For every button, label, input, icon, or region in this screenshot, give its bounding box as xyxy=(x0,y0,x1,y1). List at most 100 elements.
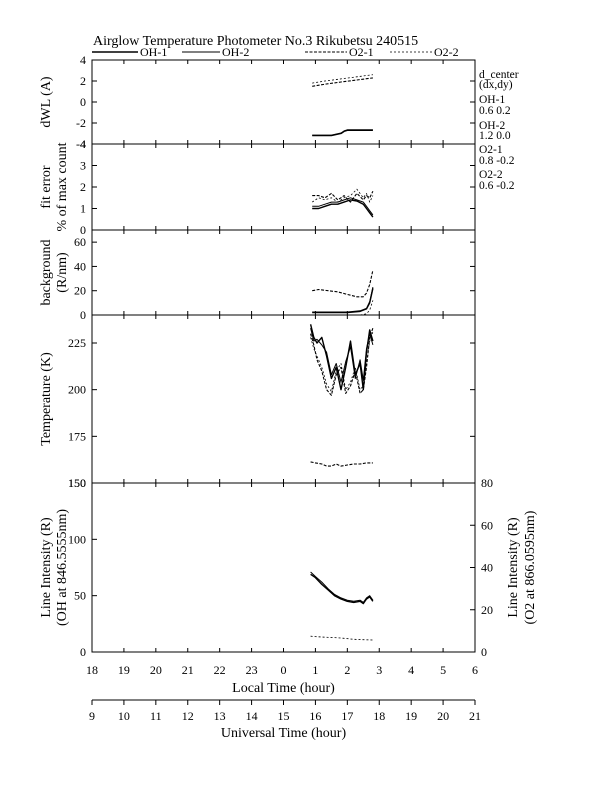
panel-frame xyxy=(91,59,476,145)
ut-tick-label: 20 xyxy=(437,709,449,723)
y-axis-label: fit error xyxy=(39,165,54,208)
chart-title: Airglow Temperature Photometer No.3 Riku… xyxy=(93,34,418,49)
y2-tick-label: 20 xyxy=(481,603,493,617)
y-axis-label: background xyxy=(39,239,54,305)
y-tick-label: 4 xyxy=(80,53,86,67)
ut-tick-label: 19 xyxy=(405,709,417,723)
lt-tick-label: 5 xyxy=(440,663,446,677)
lt-tick-label: 4 xyxy=(408,663,414,677)
panel-frame xyxy=(91,482,476,653)
series-line-o2-2 xyxy=(311,188,374,203)
ut-tick-label: 12 xyxy=(182,709,194,723)
y-axis-label: dWL (A) xyxy=(39,76,54,128)
y-tick-label: -4 xyxy=(76,137,86,151)
y-tick-label: 50 xyxy=(74,589,86,603)
y-axis-label: Temperature (K) xyxy=(39,352,54,446)
legend-label-o2-2: O2-2 xyxy=(434,45,459,59)
y-tick-label: 100 xyxy=(68,532,86,546)
d-center-note: d_center(dx,dy) OH-10.6 0.2 OH-21.2 0.0 O2-… xyxy=(479,69,519,192)
side-note-line: O2-1 xyxy=(479,144,503,156)
ut-tick-label: 18 xyxy=(373,709,385,723)
side-note-line: d_center xyxy=(479,69,519,81)
ut-tick-label: 13 xyxy=(214,709,226,723)
y-tick-label: 175 xyxy=(68,429,86,443)
lt-tick-label: 20 xyxy=(150,663,162,677)
y-tick-label: -2 xyxy=(76,116,86,130)
lt-tick-label: 2 xyxy=(344,663,350,677)
series-line-o2-1 xyxy=(312,77,373,87)
y2-tick-label: 40 xyxy=(481,561,493,575)
y-axis-label-sub: % of max count xyxy=(55,142,70,231)
panel-4: 150 175 200 225 Temperature (K) xyxy=(39,314,476,490)
y-tick-label: 0 xyxy=(80,223,86,237)
lt-tick-label: 19 xyxy=(118,663,130,677)
y-axis-label-sub: (R/nm) xyxy=(55,252,70,293)
y-tick-label: 40 xyxy=(74,259,86,273)
series-line-oh-2 xyxy=(312,286,374,313)
series-line-oh-2 xyxy=(312,197,374,216)
ut-tick-label: 14 xyxy=(246,709,258,723)
y2-tick-label: 0 xyxy=(481,645,487,659)
universal-time-axis-label: Universal Time (hour) xyxy=(221,726,347,741)
legend-label-oh-2: OH-2 xyxy=(222,45,249,59)
legend-label-oh-1: OH-1 xyxy=(140,45,167,59)
y-tick-label: 150 xyxy=(68,476,86,490)
series-line-oh-1 xyxy=(309,324,374,391)
y-tick-label: 0 xyxy=(80,95,86,109)
ut-tick-label: 15 xyxy=(278,709,290,723)
panels: -4 -2 0 2 4 dWL (A) 0 1 2 3 4 fit error% of max cou… xyxy=(39,53,538,659)
ut-tick-label: 9 xyxy=(89,709,95,723)
local-time-axis-label: Local Time (hour) xyxy=(232,681,335,696)
panel-frame xyxy=(91,314,476,484)
y-tick-label: 4 xyxy=(80,137,86,151)
legend: OH-1 OH-2 O2-1 O2-2 xyxy=(92,45,459,59)
side-note-line: OH-1 xyxy=(479,94,505,106)
side-note-line: OH-2 xyxy=(479,120,505,132)
lt-tick-label: 6 xyxy=(472,663,478,677)
y-tick-label: 60 xyxy=(74,235,86,249)
y-tick-label: 200 xyxy=(68,383,86,397)
side-note-line: 0.8 -0.2 xyxy=(479,155,515,167)
side-note-line: 0.6 0.2 xyxy=(479,105,511,117)
series-line-o2-2 xyxy=(312,74,373,84)
side-note-line: O2-2 xyxy=(479,169,503,181)
y-axis-label-sub: (OH at 846.5555nm) xyxy=(55,509,70,626)
legend-label-o2-1: O2-1 xyxy=(349,45,374,59)
lt-tick-label: 18 xyxy=(86,663,98,677)
lt-tick-label: 22 xyxy=(214,663,226,677)
lt-tick-label: 3 xyxy=(376,663,382,677)
y-tick-label: 225 xyxy=(68,336,86,350)
panel-5: 0 50 100 150 0 20 40 60 80 Line Intensity (R) (O2 … xyxy=(39,461,538,659)
panel-3: 0 20 40 60 background (R/nm) xyxy=(39,229,476,322)
panel-frame xyxy=(91,143,476,231)
panel-frame xyxy=(91,229,476,316)
series-line-o2-2 xyxy=(310,331,374,392)
series-line-oh-2 xyxy=(310,571,374,603)
series-line-oh-2 xyxy=(312,129,373,136)
series-line-o2-1 xyxy=(312,191,374,203)
y-tick-label: 20 xyxy=(74,284,86,298)
y-tick-label: 0 xyxy=(80,645,86,659)
panel-1: -4 -2 0 2 4 dWL (A) xyxy=(39,53,476,151)
y-tick-label: 2 xyxy=(80,74,86,88)
series-line-o2-1 xyxy=(310,461,373,467)
side-note-line: (dx,dy) xyxy=(479,79,513,91)
y-tick-label: 3 xyxy=(80,159,86,173)
y2-tick-label: 80 xyxy=(481,476,493,490)
side-note-line: 0.6 -0.2 xyxy=(479,180,515,192)
y-tick-label: 0 xyxy=(80,308,86,322)
y2-axis-label-sub: (O2 at 866.0595nm) xyxy=(523,510,538,624)
ut-tick-label: 21 xyxy=(469,709,481,723)
lt-tick-label: 23 xyxy=(246,663,258,677)
series-line-o2-1 xyxy=(310,327,374,396)
series-line-oh-1 xyxy=(312,288,374,314)
y2-tick-label: 60 xyxy=(481,518,493,532)
series-line-o2-2 xyxy=(310,635,373,641)
y-tick-label: 2 xyxy=(80,180,86,194)
series-line-oh-1 xyxy=(310,573,374,605)
y-axis-label: Line Intensity (R) xyxy=(39,517,54,618)
ut-tick-label: 17 xyxy=(341,709,353,723)
ut-tick-label: 10 xyxy=(118,709,130,723)
series-line-oh-2 xyxy=(310,327,374,383)
